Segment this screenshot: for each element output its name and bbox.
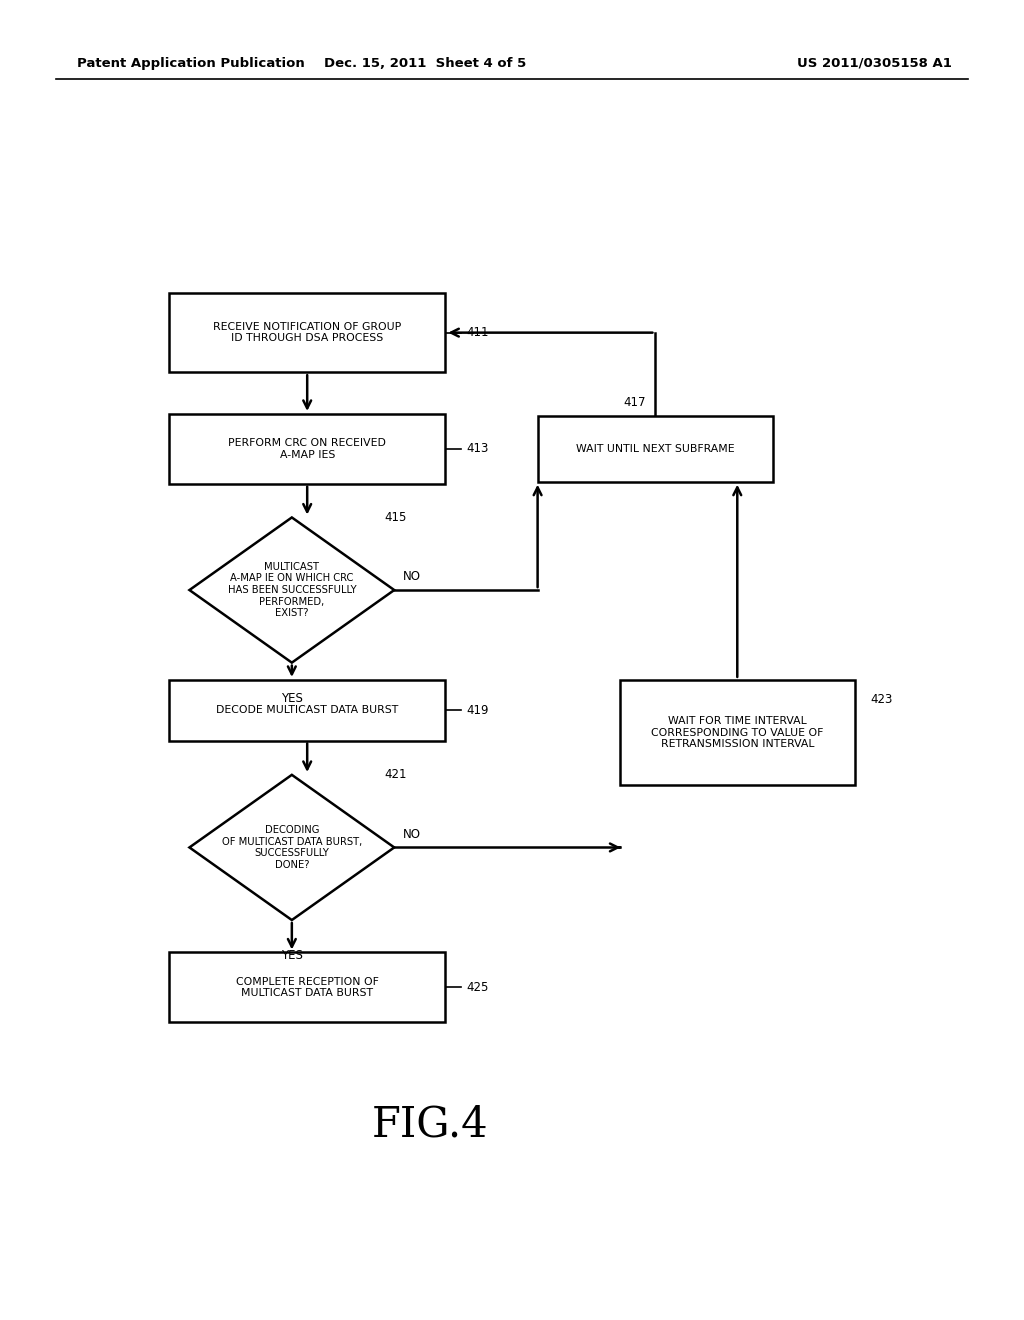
Bar [620, 680, 855, 785]
Text: 423: 423 [870, 693, 893, 706]
Text: 417: 417 [624, 396, 646, 409]
Text: PERFORM CRC ON RECEIVED
A-MAP IES: PERFORM CRC ON RECEIVED A-MAP IES [228, 438, 386, 459]
Text: WAIT FOR TIME INTERVAL
CORRESPONDING TO VALUE OF
RETRANSMISSION INTERVAL: WAIT FOR TIME INTERVAL CORRESPONDING TO … [651, 715, 823, 750]
Text: YES: YES [281, 949, 303, 962]
Bar [538, 416, 773, 482]
Text: DECODE MULTICAST DATA BURST: DECODE MULTICAST DATA BURST [216, 705, 398, 715]
Text: 415: 415 [384, 511, 407, 524]
Text: FIG.4: FIG.4 [372, 1104, 488, 1146]
Bar [169, 680, 445, 741]
Bar [169, 293, 445, 372]
Text: DECODING
OF MULTICAST DATA BURST,
SUCCESSFULLY
DONE?: DECODING OF MULTICAST DATA BURST, SUCCES… [222, 825, 361, 870]
Text: COMPLETE RECEPTION OF
MULTICAST DATA BURST: COMPLETE RECEPTION OF MULTICAST DATA BUR… [236, 977, 379, 998]
Text: Dec. 15, 2011  Sheet 4 of 5: Dec. 15, 2011 Sheet 4 of 5 [324, 57, 526, 70]
Text: RECEIVE NOTIFICATION OF GROUP
ID THROUGH DSA PROCESS: RECEIVE NOTIFICATION OF GROUP ID THROUGH… [213, 322, 401, 343]
Bar [169, 414, 445, 483]
Polygon shape [189, 775, 394, 920]
Text: 425: 425 [466, 981, 488, 994]
Text: NO: NO [402, 570, 421, 583]
Text: 413: 413 [466, 442, 488, 455]
Text: 411: 411 [466, 326, 488, 339]
Text: 419: 419 [466, 704, 488, 717]
Text: WAIT UNTIL NEXT SUBFRAME: WAIT UNTIL NEXT SUBFRAME [577, 444, 734, 454]
Text: MULTICAST
A-MAP IE ON WHICH CRC
HAS BEEN SUCCESSFULLY
PERFORMED,
EXIST?: MULTICAST A-MAP IE ON WHICH CRC HAS BEEN… [227, 562, 356, 618]
Bar [169, 953, 445, 1022]
Text: NO: NO [402, 828, 421, 841]
Text: YES: YES [281, 692, 303, 705]
Polygon shape [189, 517, 394, 663]
Text: Patent Application Publication: Patent Application Publication [77, 57, 304, 70]
Text: 421: 421 [384, 768, 407, 781]
Text: US 2011/0305158 A1: US 2011/0305158 A1 [798, 57, 952, 70]
